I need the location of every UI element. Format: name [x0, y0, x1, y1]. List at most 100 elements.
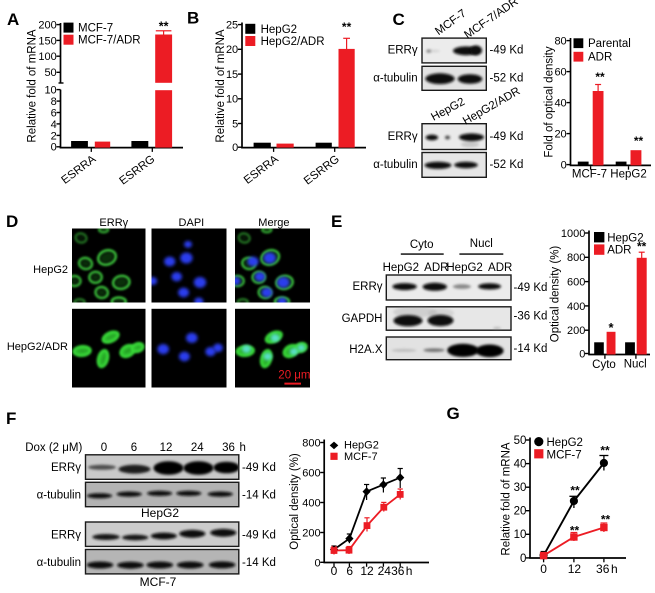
- svg-text:30: 30: [514, 482, 527, 494]
- svg-text:E: E: [331, 212, 342, 231]
- svg-text:24: 24: [191, 442, 204, 454]
- svg-text:6: 6: [131, 442, 137, 454]
- svg-text:HepG2/ADR: HepG2/ADR: [7, 341, 68, 353]
- svg-text:Merge: Merge: [258, 217, 289, 229]
- svg-text:-49 Kd: -49 Kd: [490, 45, 524, 57]
- svg-text:HepG2: HepG2: [261, 24, 297, 36]
- svg-text:HepG2: HepG2: [607, 232, 643, 244]
- svg-text:Nucl: Nucl: [470, 238, 493, 250]
- svg-text:40: 40: [514, 459, 527, 471]
- svg-text:ADR: ADR: [424, 262, 448, 274]
- svg-text:ESRRA: ESRRA: [242, 153, 281, 187]
- svg-text:α-tubulin: α-tubulin: [37, 490, 81, 502]
- svg-text:B: B: [187, 9, 199, 28]
- svg-text:**: **: [601, 512, 611, 526]
- svg-text:ADR: ADR: [607, 245, 631, 257]
- svg-text:150: 150: [38, 35, 56, 47]
- svg-text:20 μm: 20 μm: [278, 370, 310, 382]
- svg-text:80: 80: [554, 36, 566, 48]
- svg-text:200: 200: [302, 528, 320, 540]
- svg-text:ADR: ADR: [588, 52, 612, 64]
- svg-text:800: 800: [567, 252, 585, 264]
- svg-text:36: 36: [222, 442, 235, 454]
- svg-text:20: 20: [514, 506, 527, 518]
- svg-text:ESRRG: ESRRG: [117, 153, 157, 187]
- svg-text:0: 0: [101, 442, 107, 454]
- svg-text:0: 0: [232, 142, 238, 154]
- svg-text:Parental: Parental: [588, 38, 631, 50]
- svg-text:4: 4: [51, 119, 57, 131]
- svg-text:Optical density (%): Optical density (%): [550, 246, 562, 343]
- svg-text:Cyto: Cyto: [592, 359, 616, 371]
- svg-text:1000: 1000: [561, 228, 585, 240]
- svg-text:-36 Kd: -36 Kd: [514, 310, 548, 322]
- svg-text:-52 Kd: -52 Kd: [490, 159, 524, 171]
- svg-text:6: 6: [346, 564, 353, 578]
- svg-text:12: 12: [160, 442, 173, 454]
- svg-text:24: 24: [378, 564, 392, 578]
- svg-text:400: 400: [302, 498, 320, 510]
- svg-text:Nucl: Nucl: [624, 359, 647, 371]
- svg-text:0: 0: [331, 564, 338, 578]
- svg-text:h: h: [240, 442, 246, 454]
- svg-text:h: h: [406, 564, 413, 578]
- svg-text:**: **: [342, 20, 352, 34]
- svg-text:12: 12: [568, 562, 582, 576]
- svg-text:D: D: [6, 212, 18, 231]
- svg-text:20: 20: [226, 44, 238, 56]
- svg-text:MCF-7: MCF-7: [344, 451, 378, 463]
- svg-text:ERRγ: ERRγ: [388, 131, 418, 143]
- svg-text:0: 0: [314, 557, 320, 569]
- svg-text:Optical density (%): Optical density (%): [289, 453, 301, 550]
- svg-text:ADR: ADR: [488, 262, 512, 274]
- svg-text:0: 0: [520, 553, 526, 565]
- svg-text:-49 Kd: -49 Kd: [514, 282, 548, 294]
- svg-text:*: *: [608, 320, 614, 335]
- svg-text:MCF-7/ADR: MCF-7/ADR: [462, 0, 520, 41]
- svg-text:600: 600: [567, 277, 585, 289]
- svg-text:2: 2: [51, 130, 57, 142]
- svg-text:α-tubulin: α-tubulin: [373, 159, 417, 171]
- svg-text:60: 60: [554, 67, 566, 79]
- svg-text:25: 25: [226, 20, 238, 32]
- svg-text:200: 200: [38, 20, 56, 32]
- svg-text:ESRRA: ESRRA: [59, 153, 98, 187]
- svg-text:HepG2: HepG2: [547, 437, 583, 449]
- svg-text:MCF-7: MCF-7: [78, 23, 113, 35]
- svg-text:**: **: [159, 19, 169, 33]
- svg-text:HepG2: HepG2: [383, 262, 419, 274]
- svg-text:H2A.X: H2A.X: [349, 344, 383, 356]
- svg-text:-14 Kd: -14 Kd: [242, 490, 276, 502]
- svg-text:36: 36: [391, 564, 405, 578]
- svg-text:**: **: [595, 70, 605, 84]
- svg-text:DAPI: DAPI: [179, 217, 205, 229]
- svg-text:**: **: [570, 483, 580, 497]
- svg-text:h: h: [611, 562, 618, 576]
- svg-text:Dox (2 μM): Dox (2 μM): [25, 442, 82, 454]
- svg-text:α-tubulin: α-tubulin: [37, 557, 81, 569]
- svg-text:20: 20: [554, 129, 566, 141]
- svg-text:100: 100: [38, 51, 56, 63]
- svg-text:HepG2: HepG2: [141, 506, 179, 520]
- svg-text:Fold of optical density: Fold of optical density: [544, 46, 556, 157]
- svg-text:ERRγ: ERRγ: [99, 217, 128, 229]
- svg-text:F: F: [6, 409, 16, 428]
- svg-text:10: 10: [44, 85, 56, 97]
- svg-text:-52 Kd: -52 Kd: [490, 72, 524, 84]
- svg-text:-49 Kd: -49 Kd: [242, 462, 276, 474]
- svg-text:Relative fold of mRNA: Relative fold of mRNA: [215, 29, 227, 142]
- svg-text:-14 Kd: -14 Kd: [514, 343, 548, 355]
- svg-text:**: **: [637, 239, 647, 253]
- svg-text:Relative fold of mRNA: Relative fold of mRNA: [501, 442, 513, 555]
- svg-text:HepG2: HepG2: [446, 262, 482, 274]
- svg-text:HepG2: HepG2: [610, 169, 646, 181]
- svg-text:800: 800: [302, 438, 320, 450]
- svg-text:MCF-7: MCF-7: [547, 449, 582, 461]
- svg-text:ERRγ: ERRγ: [51, 462, 81, 474]
- svg-text:600: 600: [302, 468, 320, 480]
- svg-text:8: 8: [51, 96, 57, 108]
- svg-text:400: 400: [567, 301, 585, 313]
- svg-text:40: 40: [554, 98, 566, 110]
- svg-text:C: C: [393, 10, 405, 29]
- svg-text:ERRγ: ERRγ: [352, 281, 382, 293]
